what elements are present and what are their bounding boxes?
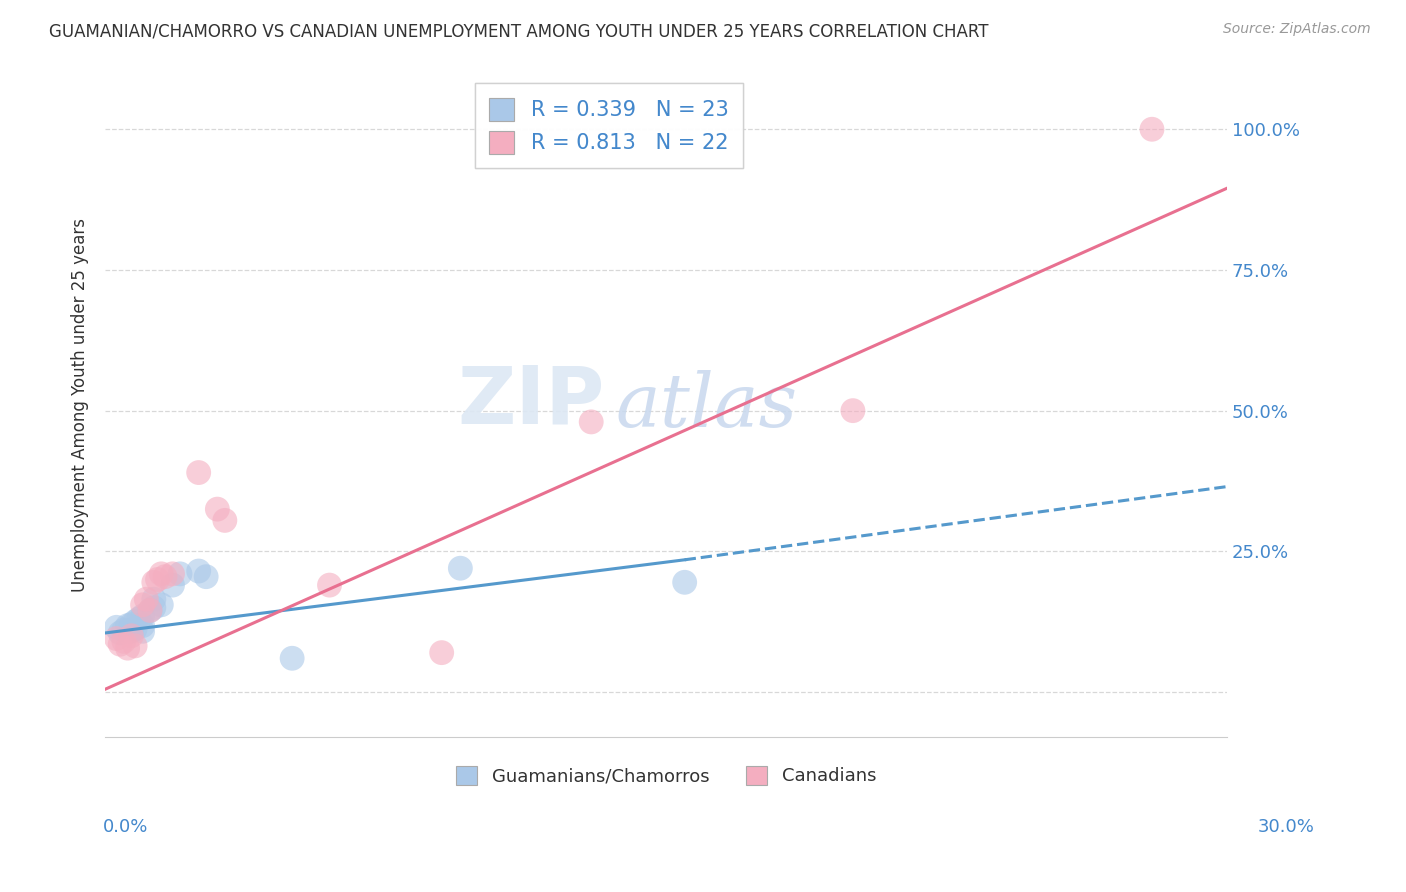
Point: [146, 573, 169, 587]
Point: [430, 646, 453, 660]
Point: [131, 624, 153, 639]
Point: [187, 564, 209, 578]
Point: [128, 612, 150, 626]
Point: [105, 632, 128, 646]
Point: [124, 639, 146, 653]
Point: [1140, 122, 1163, 136]
Point: [120, 617, 142, 632]
Point: [142, 592, 165, 607]
Point: [142, 600, 165, 615]
Point: [187, 466, 209, 480]
Point: [117, 641, 139, 656]
Text: ZIP: ZIP: [457, 363, 605, 441]
Point: [131, 609, 153, 624]
Point: [207, 502, 229, 516]
Point: [124, 615, 146, 629]
Point: [108, 637, 131, 651]
Point: [112, 634, 135, 648]
Point: [112, 623, 135, 637]
Point: [318, 578, 340, 592]
Point: [139, 603, 162, 617]
Point: [579, 415, 602, 429]
Point: [108, 626, 131, 640]
Point: [120, 629, 142, 643]
Text: GUAMANIAN/CHAMORRO VS CANADIAN UNEMPLOYMENT AMONG YOUTH UNDER 25 YEARS CORRELATI: GUAMANIAN/CHAMORRO VS CANADIAN UNEMPLOYM…: [49, 22, 988, 40]
Point: [131, 598, 153, 612]
Point: [131, 618, 153, 632]
Point: [169, 566, 191, 581]
Point: [842, 403, 865, 417]
Text: Source: ZipAtlas.com: Source: ZipAtlas.com: [1223, 22, 1371, 37]
Point: [124, 622, 146, 636]
Legend: Guamanians/Chamorros, Canadians: Guamanians/Chamorros, Canadians: [447, 756, 886, 795]
Point: [195, 569, 218, 583]
Point: [139, 603, 162, 617]
Text: atlas: atlas: [616, 370, 797, 442]
Point: [150, 566, 173, 581]
Point: [117, 618, 139, 632]
Point: [673, 575, 696, 590]
Point: [281, 651, 304, 665]
Point: [142, 575, 165, 590]
Point: [162, 566, 184, 581]
Point: [449, 561, 471, 575]
Text: 0.0%: 0.0%: [103, 818, 148, 836]
Y-axis label: Unemployment Among Youth under 25 years: Unemployment Among Youth under 25 years: [72, 218, 89, 592]
Point: [214, 513, 236, 527]
Point: [153, 569, 176, 583]
Point: [120, 624, 142, 639]
Point: [105, 620, 128, 634]
Text: 30.0%: 30.0%: [1258, 818, 1315, 836]
Point: [135, 592, 157, 607]
Point: [150, 598, 173, 612]
Point: [162, 578, 184, 592]
